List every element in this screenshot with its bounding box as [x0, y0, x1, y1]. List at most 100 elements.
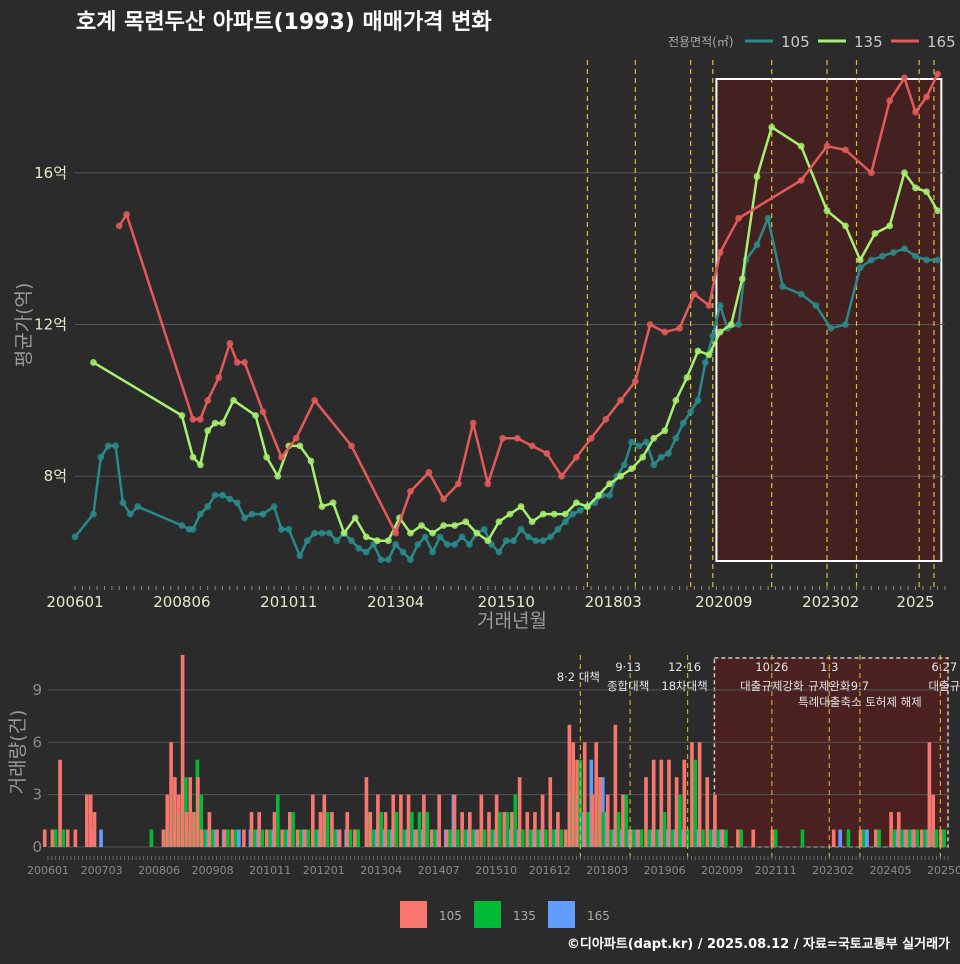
data-point [716, 302, 724, 309]
volume-bar [551, 829, 556, 847]
volume-bar [471, 829, 475, 847]
volume-bar [678, 794, 682, 847]
data-point [797, 142, 805, 150]
volume-bar [482, 829, 487, 847]
volume-bar [173, 777, 177, 847]
data-point [112, 442, 119, 450]
data-point [886, 97, 894, 105]
data-point [584, 503, 591, 510]
volume-bar [892, 829, 897, 847]
volume-bar [724, 829, 728, 847]
volume-x-tick-label: 200806 [138, 864, 180, 877]
x-tick-label: 202302 [802, 593, 859, 611]
volume-bar [701, 829, 705, 847]
x-tick-label: 201510 [478, 593, 535, 611]
data-point [543, 450, 551, 457]
data-point [296, 442, 304, 450]
volume-bar [773, 829, 778, 847]
volume-bar [222, 829, 227, 847]
data-point [373, 537, 381, 545]
volume-bar [609, 829, 613, 847]
volume-bar [632, 829, 636, 847]
volume-bar [391, 794, 396, 847]
data-point [923, 93, 930, 101]
volume-bar [437, 794, 442, 847]
data-point [561, 510, 569, 518]
data-point [856, 256, 864, 264]
volume-x-tick-label: 201407 [418, 864, 460, 877]
data-point [219, 491, 226, 499]
data-point [510, 537, 518, 545]
data-point [458, 533, 466, 541]
data-point [889, 249, 897, 256]
data-point [797, 176, 805, 184]
volume-bar [402, 829, 406, 847]
volume-x-tick-label: 201612 [529, 864, 571, 877]
data-point [642, 438, 650, 446]
volume-bar [85, 794, 89, 847]
data-point [676, 324, 683, 332]
data-point [484, 480, 492, 488]
data-point [274, 472, 282, 480]
volume-bar [203, 829, 207, 847]
data-point [727, 321, 735, 328]
volume-bar [257, 812, 262, 847]
data-point [842, 222, 849, 230]
data-point [296, 552, 304, 560]
volume-bar [61, 829, 66, 847]
volume-bar [161, 829, 166, 847]
data-point [292, 434, 300, 442]
volume-bar [674, 777, 679, 847]
volume-bar [468, 812, 472, 847]
volume-y-axis-label: 거래량(건) [7, 710, 29, 795]
data-point [196, 415, 204, 423]
volume-x-tick-label: 202111 [755, 864, 797, 877]
volume-bar [260, 829, 265, 847]
data-point [333, 537, 341, 545]
volume-bar [268, 829, 272, 847]
volume-bar [582, 742, 587, 847]
volume-bar [831, 829, 836, 847]
data-point [196, 510, 204, 518]
data-point [204, 427, 212, 435]
data-point [318, 503, 326, 510]
x-axis-label: 거래년월 [477, 610, 547, 632]
volume-bar [387, 829, 391, 847]
volume-bar [590, 794, 595, 847]
volume-bar [540, 794, 545, 847]
data-point [90, 510, 97, 518]
volume-bar [912, 829, 916, 847]
data-point [259, 408, 267, 416]
data-point [687, 408, 695, 416]
volume-bar [544, 829, 548, 847]
data-point [362, 548, 370, 556]
data-point [318, 529, 326, 537]
footer-credit: ©디아파트(dapt.kr) / 2025.08.12 / 자료=국토교통부 실… [567, 936, 950, 952]
chart-title: 호계 목련두산 아파트(1993) 매매가격 변화 [76, 10, 492, 35]
volume-bar [452, 794, 457, 847]
data-point [768, 123, 776, 131]
volume-bar [88, 794, 93, 847]
data-point [506, 510, 514, 518]
data-point [348, 537, 355, 545]
volume-bar [598, 777, 602, 847]
volume-bar [345, 812, 350, 847]
data-point [517, 525, 525, 533]
volume-bar [252, 829, 257, 847]
x-tick-label: 201304 [367, 593, 424, 611]
volume-bar [394, 812, 399, 847]
data-point [738, 275, 746, 283]
volume-bar [207, 812, 212, 847]
data-point [226, 495, 234, 503]
data-point [123, 211, 131, 218]
data-point [425, 469, 433, 476]
data-point [683, 374, 691, 381]
volume-bar [693, 759, 698, 847]
data-point [462, 518, 470, 526]
volume-bar [575, 759, 579, 847]
data-point [495, 548, 503, 556]
data-point [189, 525, 197, 533]
policy-annotation: 12·16 [668, 660, 701, 674]
data-point [196, 461, 204, 469]
